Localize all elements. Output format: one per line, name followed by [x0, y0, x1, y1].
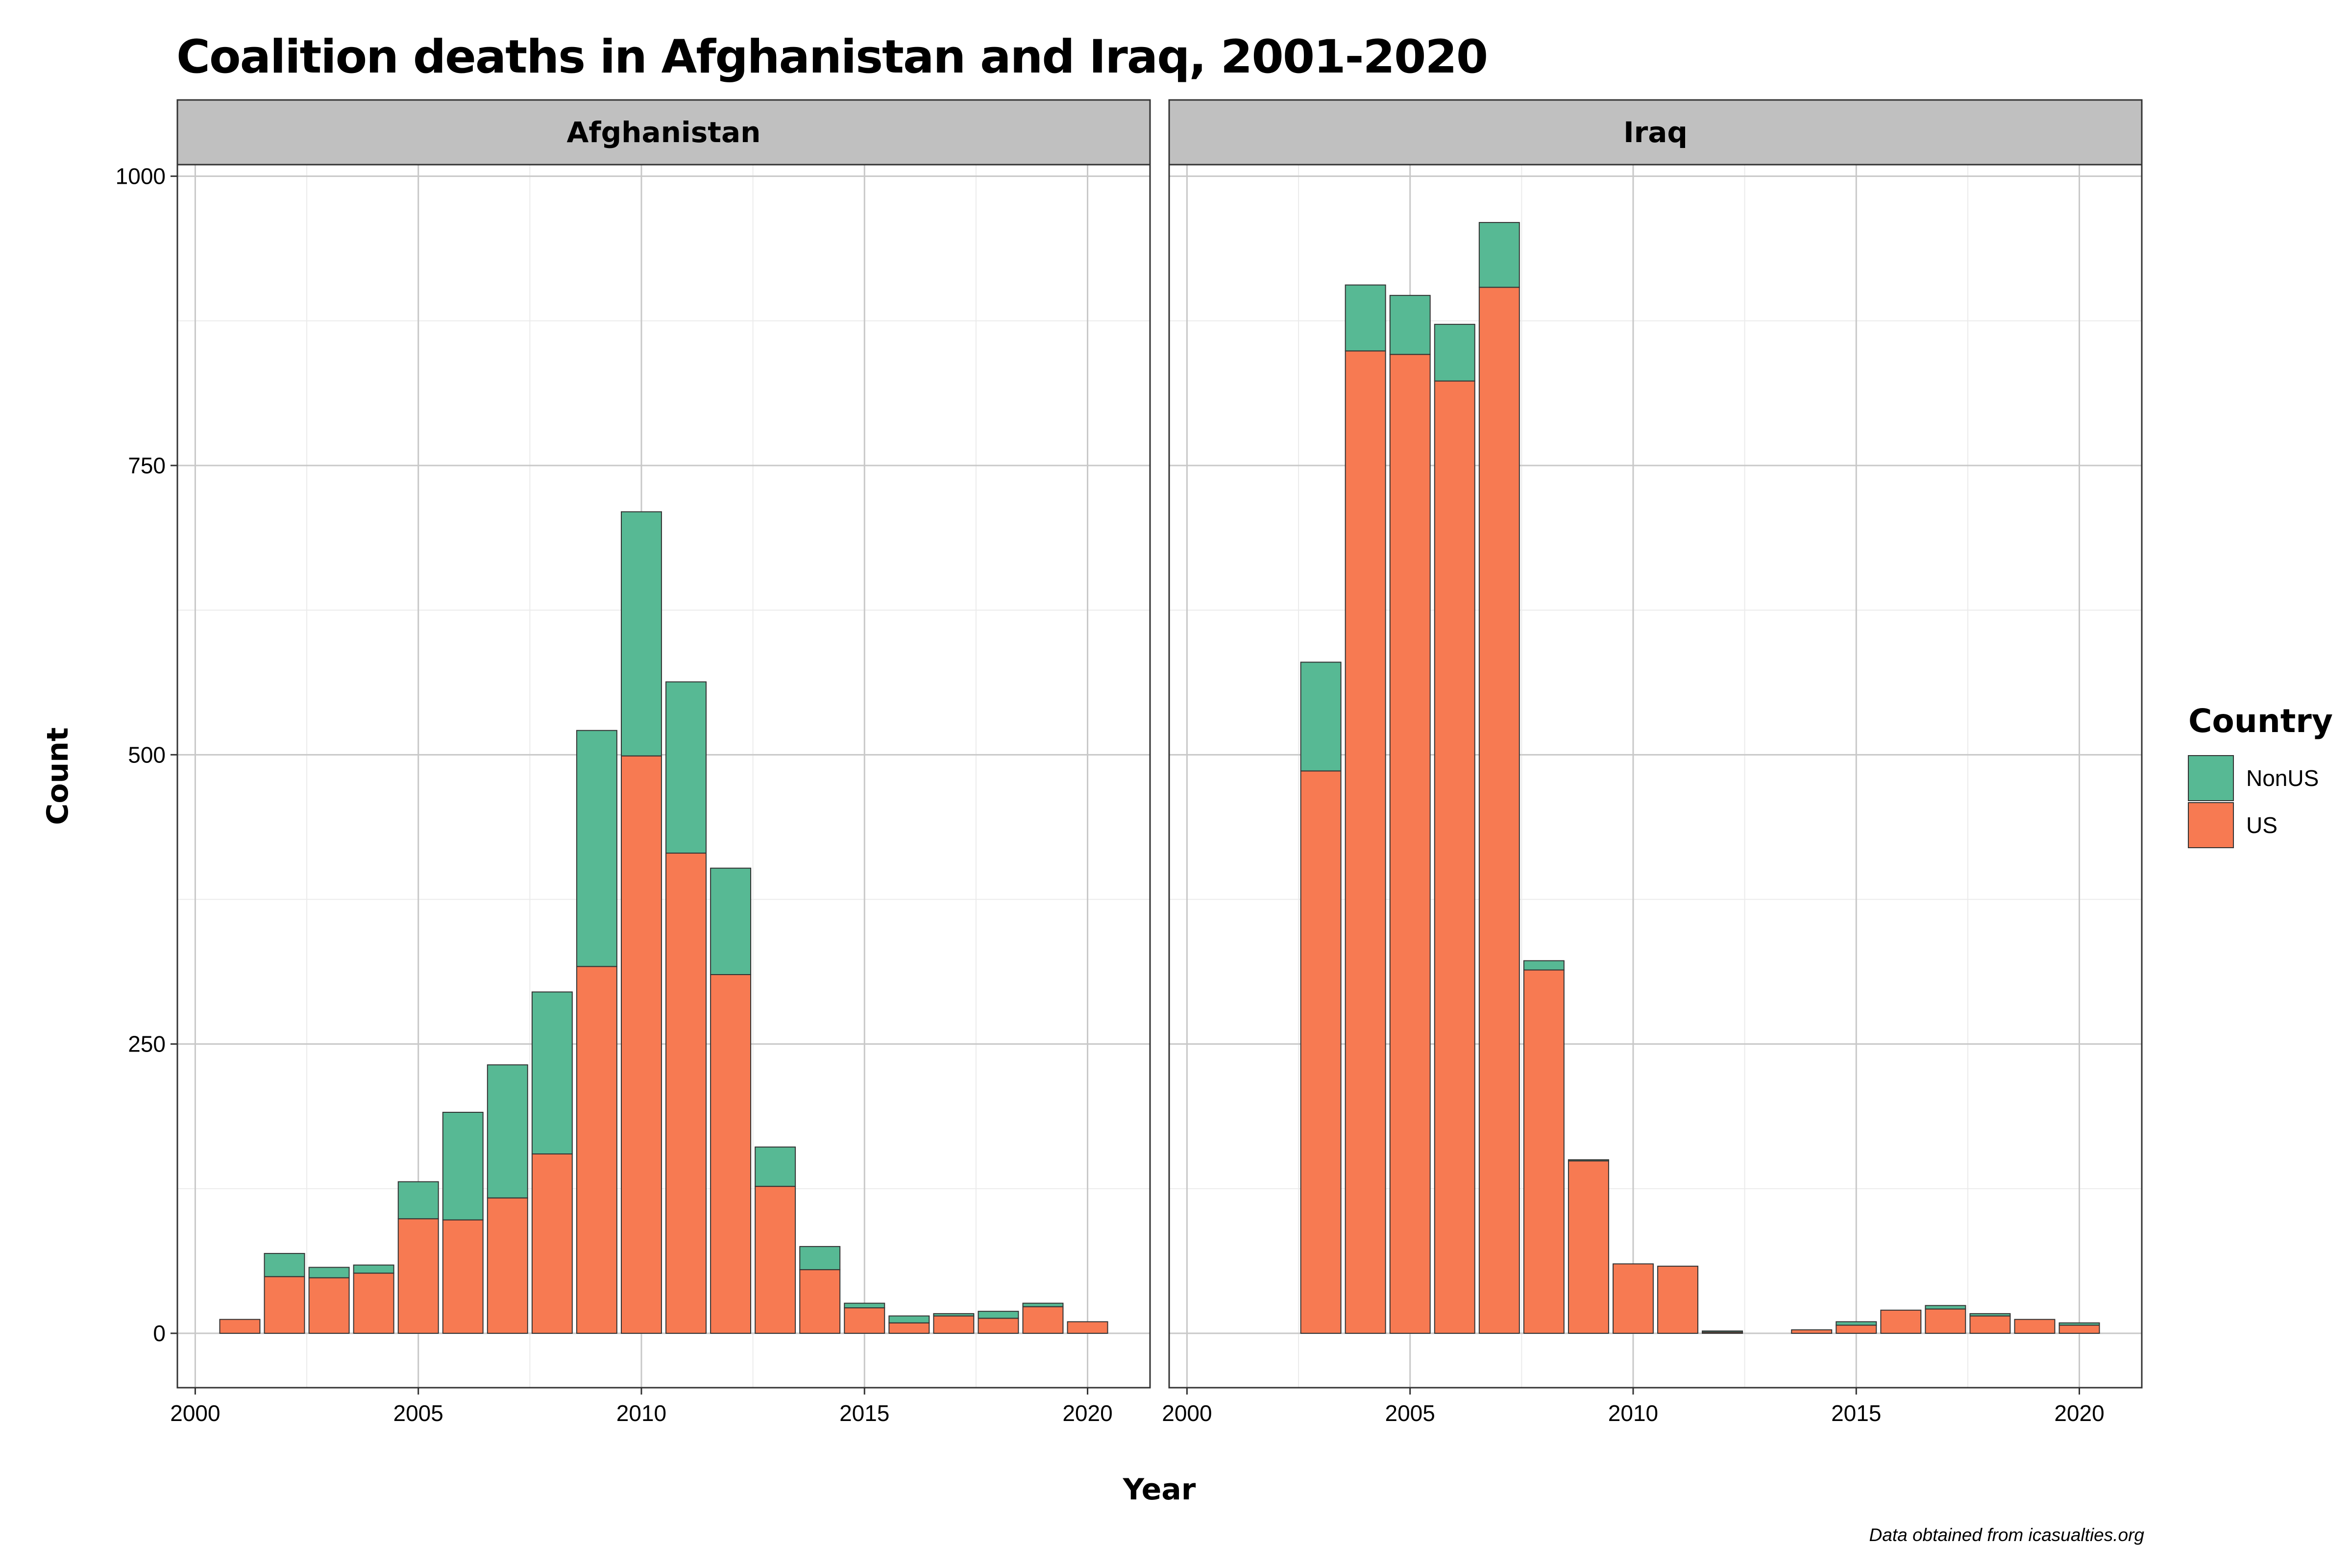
bar-nonus-2015: [1836, 1321, 1877, 1326]
bar-nonus-2017: [1925, 1305, 1966, 1310]
bar-us-2011: [1657, 1266, 1699, 1334]
bar-nonus-2014: [799, 1246, 841, 1271]
y-axis-title: Count: [41, 727, 75, 825]
x-tick-label: 2000: [170, 1400, 220, 1426]
bar-nonus-2006: [442, 1111, 484, 1221]
bar-us-2015: [844, 1307, 885, 1334]
bar-nonus-2004: [353, 1264, 394, 1274]
bar-us-2001: [219, 1319, 261, 1334]
facet-strip-label: Afghanistan: [567, 116, 761, 149]
bar-us-2008: [1523, 969, 1565, 1334]
bar-us-2006: [442, 1219, 484, 1334]
bar-nonus-2016: [888, 1315, 930, 1323]
bar-nonus-2003: [1300, 662, 1342, 772]
legend-label-us: US: [2246, 812, 2278, 838]
bar-nonus-2011: [665, 681, 707, 854]
bar-us-2016: [1880, 1309, 1922, 1334]
bar-us-2013: [755, 1186, 796, 1334]
panel-background: [177, 165, 1150, 1388]
bar-nonus-2015: [844, 1302, 885, 1309]
bar-us-2018: [978, 1318, 1019, 1334]
y-tick-label: 500: [128, 742, 166, 767]
legend-title: Country: [2188, 702, 2333, 740]
bar-nonus-2005: [1389, 294, 1431, 355]
x-tick-label: 2010: [1608, 1400, 1658, 1426]
bar-us-2012: [710, 974, 752, 1334]
x-tick-label: 2000: [1162, 1400, 1212, 1426]
legend-key-nonus: [2188, 755, 2234, 801]
legend-key-us: [2188, 802, 2234, 848]
y-tick-label: 0: [153, 1321, 166, 1346]
x-tick-label: 2010: [616, 1400, 666, 1426]
legend-label-nonus: NonUS: [2246, 765, 2319, 791]
bar-us-2003: [1300, 770, 1342, 1334]
bar-nonus-2002: [264, 1253, 305, 1277]
x-tick-label: 2020: [2054, 1400, 2104, 1426]
x-tick-label: 2005: [393, 1400, 443, 1426]
bar-nonus-2017: [933, 1313, 975, 1317]
bar-nonus-2018: [978, 1311, 1019, 1319]
bar-nonus-2006: [1434, 323, 1475, 382]
bar-nonus-2012: [1702, 1330, 1743, 1333]
bar-us-2005: [397, 1218, 439, 1334]
x-tick-label: 2005: [1385, 1400, 1435, 1426]
bar-us-2011: [665, 853, 707, 1334]
x-tick-label: 2015: [839, 1400, 889, 1426]
bar-nonus-2009: [1568, 1159, 1609, 1162]
bar-us-2014: [799, 1269, 841, 1334]
bar-nonus-2020: [2058, 1322, 2100, 1326]
bar-us-2020: [2058, 1324, 2100, 1334]
bar-nonus-2012: [710, 867, 752, 975]
bar-us-2016: [888, 1322, 930, 1334]
bar-us-2010: [620, 755, 662, 1334]
bar-nonus-2003: [308, 1267, 350, 1278]
facet-strip: [176, 99, 1151, 166]
x-tick-label: 2020: [1062, 1400, 1112, 1426]
bar-us-2007: [487, 1197, 528, 1334]
bar-us-2002: [264, 1276, 305, 1334]
bar-us-2004: [1345, 350, 1386, 1334]
bar-nonus-2005: [397, 1181, 439, 1220]
bar-us-2019: [2014, 1319, 2056, 1334]
bar-nonus-2013: [755, 1146, 796, 1187]
bar-nonus-2018: [1969, 1313, 2011, 1317]
bar-us-2009: [1568, 1160, 1609, 1334]
bar-us-2015: [1836, 1324, 1877, 1334]
bar-nonus-2004: [1345, 284, 1386, 352]
bar-nonus-2007: [1478, 222, 1520, 288]
facet-panel-iraq: Iraq 2000 2005 2010 2015 2020: [1162, 99, 2143, 1426]
bar-us-2018: [1969, 1315, 2011, 1334]
bar-us-2003: [308, 1277, 350, 1334]
facet-strip-label: Iraq: [1623, 116, 1688, 149]
bar-us-2019: [1022, 1306, 1064, 1334]
y-tick-label: 750: [128, 453, 166, 478]
bar-us-2009: [576, 966, 617, 1334]
bar-us-2017: [1925, 1308, 1966, 1334]
bar-us-2005: [1389, 354, 1431, 1334]
facet-strip: [1168, 99, 2143, 166]
bar-nonus-2019: [1022, 1302, 1064, 1307]
y-tick-label: 1000: [116, 164, 166, 189]
bar-us-2020: [1067, 1321, 1108, 1334]
bar-us-2017: [933, 1315, 975, 1334]
bar-us-2007: [1478, 287, 1520, 1334]
facet-panel-afghanistan: Afghanistan 2000 2005 2010 2015 2020 0 250 500 75…: [116, 99, 1151, 1426]
chart-title: Coalition deaths in Afghanistan and Iraq…: [176, 30, 1488, 84]
bar-nonus-2008: [1523, 960, 1565, 971]
x-axis-title: Year: [1123, 1472, 1196, 1507]
legend: Country NonUS US: [2188, 702, 2333, 848]
chart-caption: Data obtained from icasualties.org: [1869, 1525, 2144, 1545]
y-tick-label: 250: [128, 1031, 166, 1057]
x-tick-label: 2015: [1831, 1400, 1881, 1426]
bar-nonus-2007: [487, 1064, 528, 1199]
bar-us-2006: [1434, 380, 1475, 1334]
bar-us-2004: [353, 1273, 394, 1334]
bar-nonus-2010: [620, 511, 662, 757]
bar-us-2008: [531, 1153, 573, 1334]
bar-nonus-2008: [531, 991, 573, 1154]
bar-us-2014: [1791, 1329, 1833, 1334]
bar-nonus-2009: [576, 730, 617, 967]
bar-us-2010: [1612, 1263, 1654, 1334]
